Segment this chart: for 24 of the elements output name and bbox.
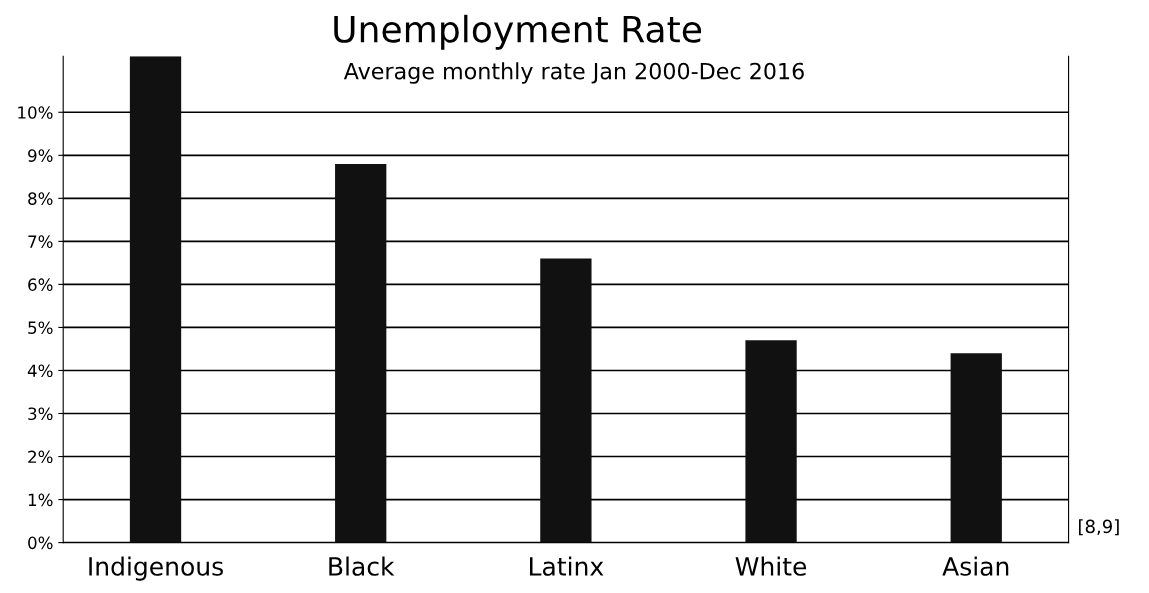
x-tick-label: Asian <box>942 556 1009 576</box>
bar <box>950 353 1002 543</box>
y-tick-label: 10% <box>18 106 53 119</box>
y-tick-label: 9% <box>28 149 53 162</box>
y-tick-label: 8% <box>28 192 53 205</box>
y-tick-label: 3% <box>28 407 53 421</box>
x-tick-label: Black <box>329 556 395 576</box>
text: [8,9] <box>1079 519 1119 536</box>
bar <box>129 56 182 543</box>
bar <box>335 163 387 543</box>
y-tick-label: 4% <box>27 364 53 378</box>
bar <box>540 258 592 543</box>
y-tick-label: 5% <box>28 321 53 334</box>
y-tick-label: 2% <box>28 450 53 464</box>
bar <box>745 340 797 543</box>
x-tick-label: Latinx <box>530 556 604 576</box>
chart-title: Unemployment Rate <box>334 14 702 50</box>
chart-subtitle: Average monthly rate Jan 2000-Dec 2016 <box>343 62 804 84</box>
y-tick-label: 7% <box>28 235 53 248</box>
x-tick-label: White <box>735 556 807 576</box>
y-tick-label: 0% <box>28 536 53 550</box>
y-tick-label: 1% <box>28 493 53 507</box>
y-tick-label: 6% <box>28 278 53 291</box>
x-tick-label: Indigenous <box>89 556 223 581</box>
